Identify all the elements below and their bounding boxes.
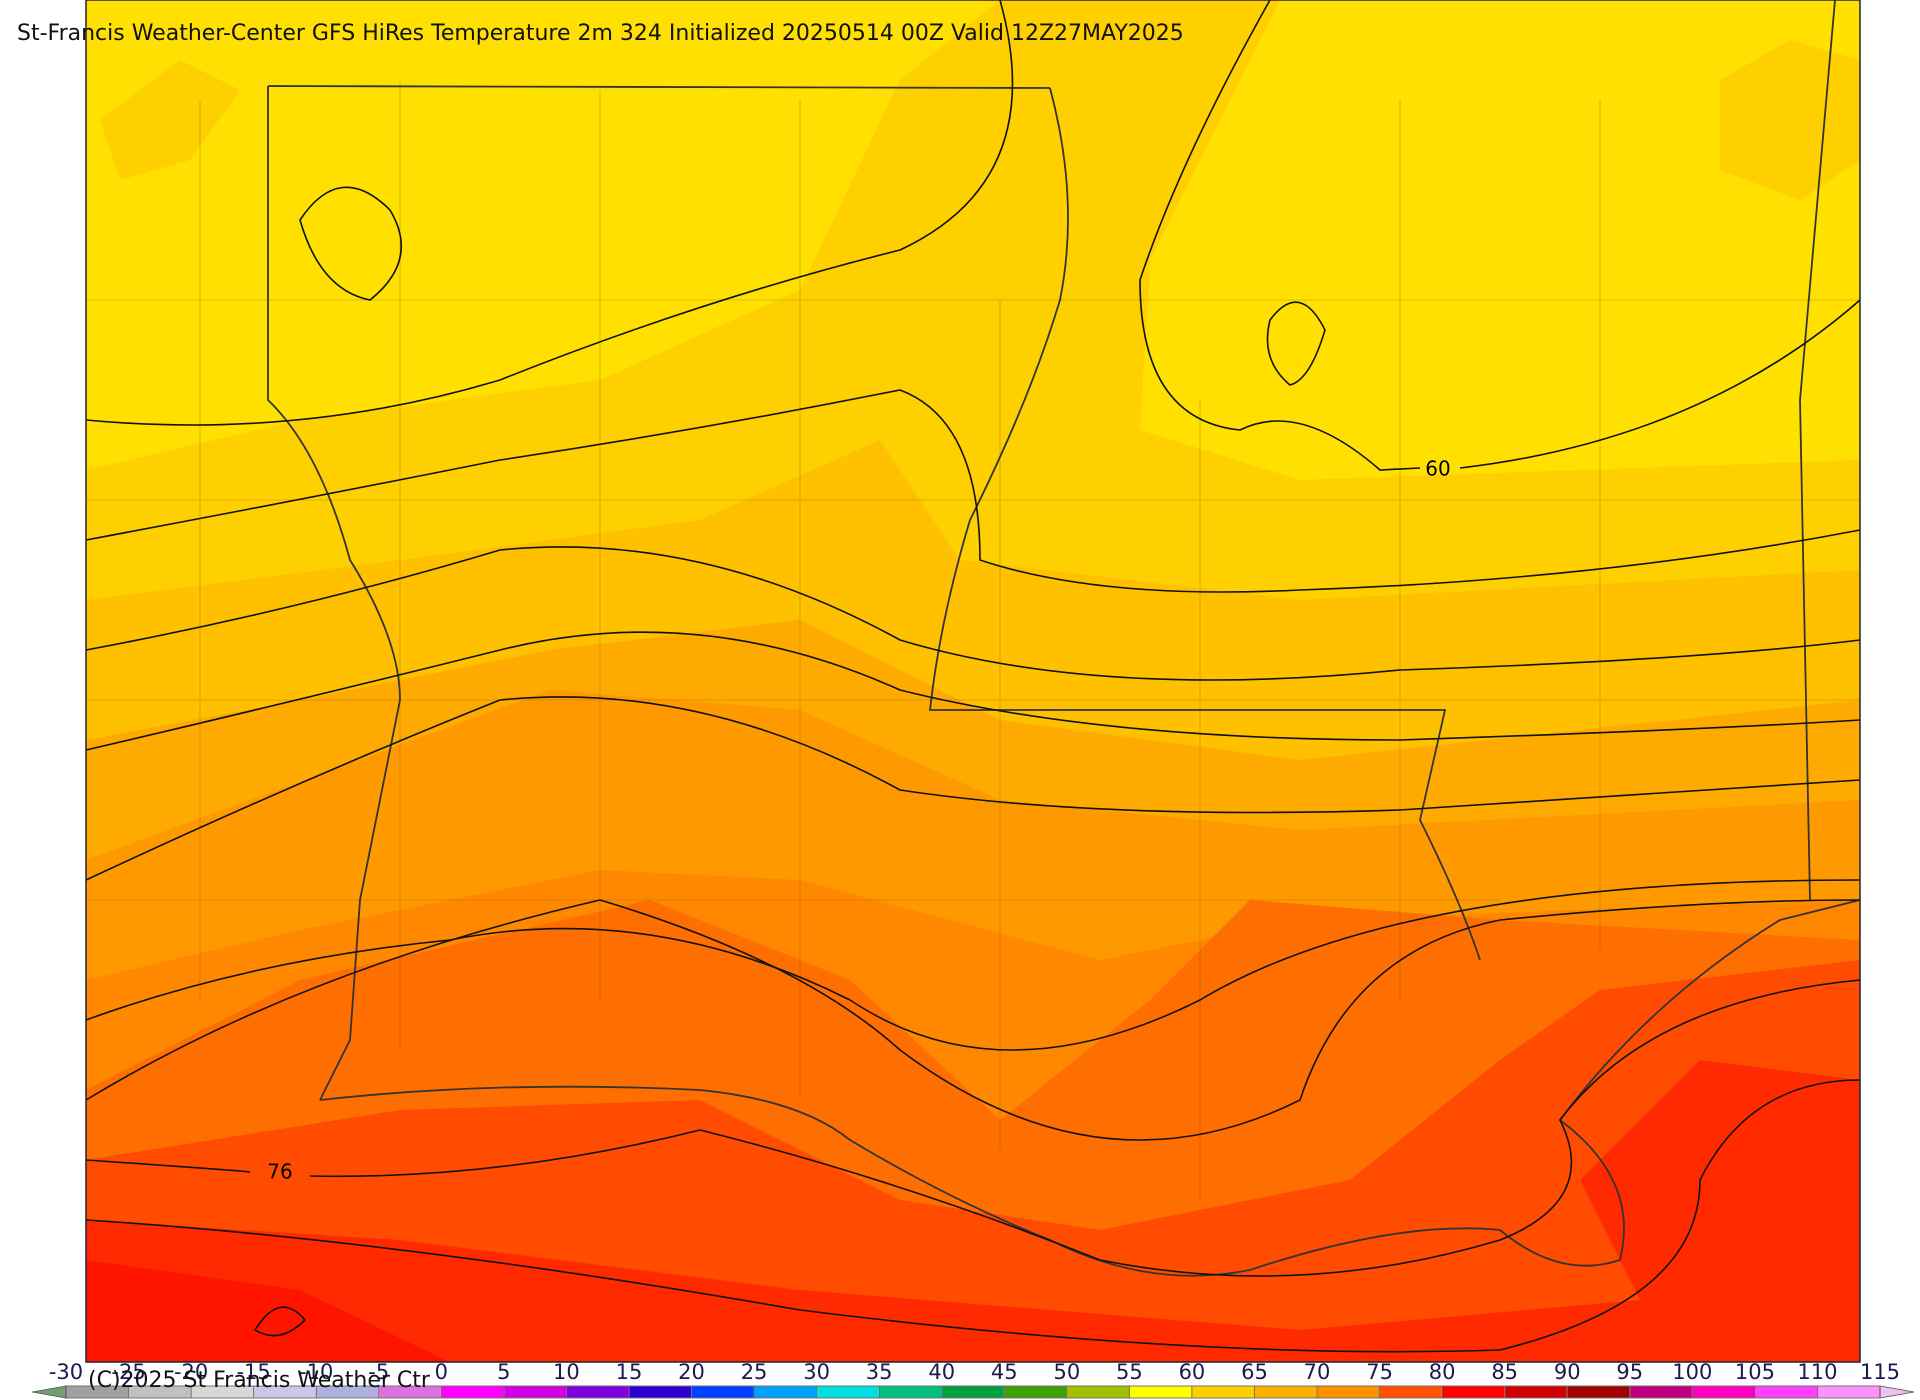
isotherm — [299, 186, 403, 301]
colorbar-tick-label: 110 — [1797, 1360, 1837, 1384]
colorbar-tick-label: -15 — [236, 1360, 270, 1384]
isotherm — [85, 546, 1861, 681]
isotherms — [85, 0, 1861, 1353]
state-border — [267, 85, 1051, 1101]
isotherm — [85, 879, 1861, 1051]
colorbar-tick-label: 50 — [1053, 1360, 1080, 1384]
colorbar-tick-label: 40 — [928, 1360, 955, 1384]
state-border — [928, 87, 1481, 961]
isotherm — [253, 1306, 307, 1337]
county-line — [86, 80, 1860, 1200]
coastline — [319, 899, 1861, 1277]
colorbar-segment — [1191, 1385, 1255, 1399]
colorbar-segment — [1691, 1385, 1756, 1399]
contour-label: 60 — [1425, 457, 1450, 481]
band-gold-nw — [100, 60, 240, 180]
band-red-dark — [86, 1260, 450, 1362]
colorbar-tick-label: 30 — [803, 1360, 830, 1384]
colorbar-segment — [1128, 1385, 1193, 1399]
state-borders — [267, 0, 1861, 1277]
colorbar-tick-label: 85 — [1491, 1360, 1518, 1384]
colorbar-segment — [1504, 1385, 1568, 1399]
isotherm — [85, 0, 1014, 426]
isotherm — [85, 631, 1861, 751]
isotherm — [85, 1079, 1861, 1353]
colorbar-segment — [878, 1385, 943, 1399]
state-border — [1799, 0, 1836, 901]
colorbar-segment — [503, 1385, 567, 1399]
band-red — [86, 1060, 1860, 1362]
colorbar-tick-label: 55 — [1116, 1360, 1143, 1384]
colorbar-segment — [1441, 1385, 1506, 1399]
colorbar-over — [1879, 1385, 1915, 1399]
colorbar-tick-label: 45 — [991, 1360, 1018, 1384]
colorbar: -30 -25 -20 -15 -10 -5 0 5 10 15 20 25 30 35 40 45 50 55 6… — [31, 1360, 1915, 1399]
colorbar-tick-label: 65 — [1241, 1360, 1268, 1384]
colorbar-tick-label: 20 — [678, 1360, 705, 1384]
county-lines — [86, 80, 1860, 1200]
colorbar-under — [31, 1385, 67, 1399]
colorbar-segment — [691, 1385, 755, 1399]
colorbar-segment — [1066, 1385, 1130, 1399]
colorbar-segment — [941, 1385, 1005, 1399]
colorbar-tick-label: 80 — [1429, 1360, 1456, 1384]
isotherm — [85, 979, 1861, 1277]
colorbar-segment — [1629, 1385, 1693, 1399]
colorbar-tick-label: 10 — [553, 1360, 580, 1384]
colorbar-tick-label: -20 — [174, 1360, 208, 1384]
temperature-field — [86, 0, 1860, 1362]
colorbar-tick-label: 15 — [616, 1360, 643, 1384]
isotherm — [85, 899, 1861, 1141]
colorbar-segment — [1316, 1385, 1380, 1399]
colorbar-segment — [1379, 1385, 1443, 1399]
contour-label: 76 — [267, 1160, 292, 1184]
isotherm — [1139, 0, 1861, 471]
colorbar-segment — [1754, 1385, 1818, 1399]
copyright: (C)2025 St Francis Weather Ctr — [88, 1368, 431, 1393]
colorbar-segment — [628, 1385, 692, 1399]
isotherm — [85, 696, 1861, 881]
colorbar-tick-label: -10 — [299, 1360, 333, 1384]
colorbar-tick-label: 0 — [435, 1360, 448, 1384]
isotherm — [1266, 301, 1326, 386]
colorbar-tick-label: 75 — [1366, 1360, 1393, 1384]
colorbar-tick-label: 90 — [1554, 1360, 1581, 1384]
isotherm — [85, 389, 1861, 593]
colorbar-tick-label: 95 — [1616, 1360, 1643, 1384]
colorbar-tick-label: 70 — [1304, 1360, 1331, 1384]
colorbar-segment — [753, 1385, 818, 1399]
colorbar-tick-label: 105 — [1735, 1360, 1775, 1384]
band-gold-ne — [1720, 40, 1860, 200]
colorbar-tick-label: -30 — [49, 1360, 83, 1384]
colorbar-tick-label: 100 — [1672, 1360, 1712, 1384]
colorbar-segment — [1003, 1385, 1068, 1399]
colorbar-segment — [440, 1385, 505, 1399]
colorbar-tick-label: 5 — [497, 1360, 510, 1384]
colorbar-segment — [1566, 1385, 1631, 1399]
colorbar-tick-label: -5 — [368, 1360, 389, 1384]
map-title: St-Francis Weather-Center GFS HiRes Temp… — [17, 21, 1184, 46]
colorbar-tick-label: 115 — [1860, 1360, 1900, 1384]
map-frame — [85, 0, 1861, 1363]
colorbar-segment — [816, 1385, 880, 1399]
colorbar-tick-label: -25 — [111, 1360, 145, 1384]
colorbar-segment — [1254, 1385, 1318, 1399]
colorbar-tick-label: 60 — [1179, 1360, 1206, 1384]
colorbar-tick-label: 25 — [741, 1360, 768, 1384]
colorbar-tick-label: 35 — [866, 1360, 893, 1384]
colorbar-segment — [1817, 1385, 1881, 1399]
colorbar-segment — [566, 1385, 630, 1399]
